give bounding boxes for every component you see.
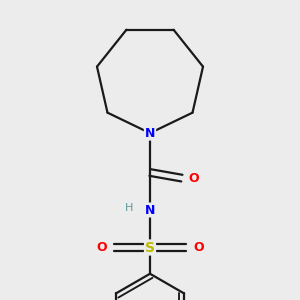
Text: N: N [145,203,155,217]
Text: O: O [189,172,199,184]
Text: O: O [194,241,204,254]
Text: S: S [145,241,155,254]
Text: O: O [96,241,106,254]
Text: H: H [125,203,134,213]
Text: N: N [145,127,155,140]
